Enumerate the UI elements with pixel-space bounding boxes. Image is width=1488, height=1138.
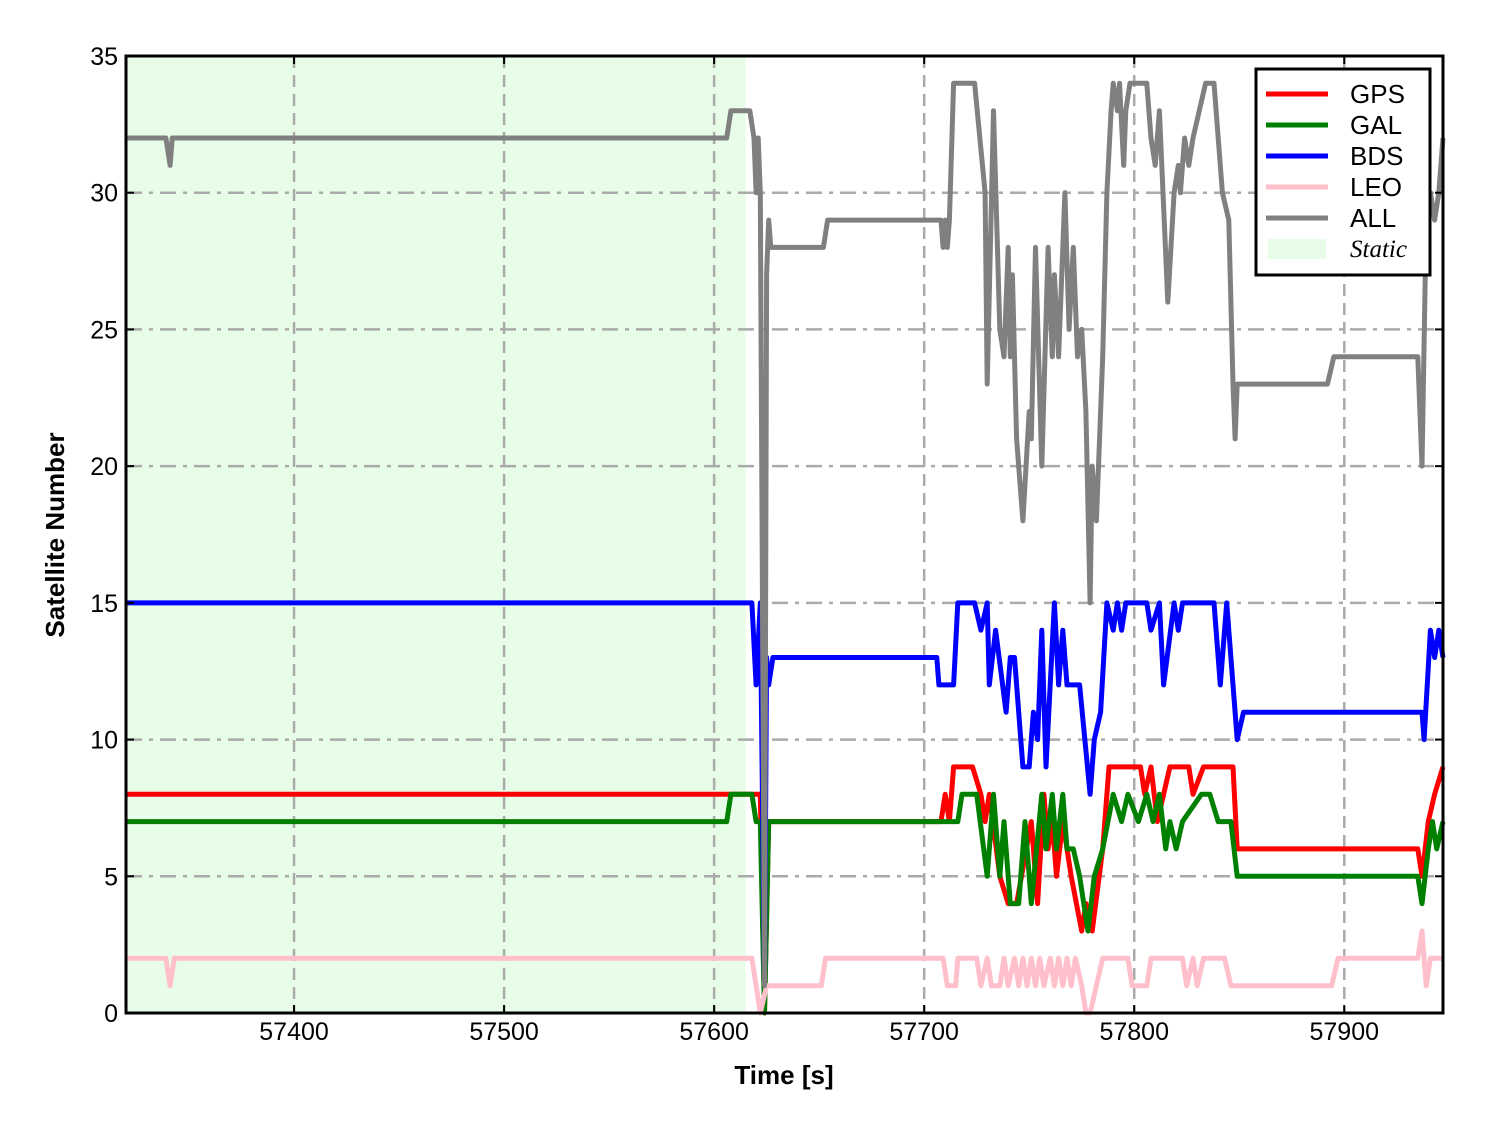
x-tick-label: 57700 [889,1018,959,1046]
legend-swatch-static [1268,239,1326,259]
series-line-leo [126,928,1443,1016]
legend-label-static: Static [1350,236,1407,263]
series-line-gal [126,791,1446,1016]
y-axis-label: Satellite Number [40,432,70,637]
y-tick-label: 30 [90,180,118,208]
legend-label-gps: GPS [1350,79,1405,109]
legend-label-bds: BDS [1350,141,1403,171]
series-line-all [126,80,1446,989]
x-axis-label: Time [s] [734,1060,833,1090]
legend-label-leo: LEO [1350,172,1402,202]
series-lines [126,80,1446,1016]
plot-frame [124,54,1445,1015]
y-tick-label: 10 [90,727,118,755]
y-tick-label: 35 [90,43,118,71]
x-tick-label: 57900 [1310,1018,1380,1046]
series-line-bds [126,600,1446,989]
static-region [126,56,746,1013]
y-tick-label: 5 [104,863,118,891]
legend-label-gal: GAL [1350,110,1402,140]
x-tick-label: 57800 [1099,1018,1169,1046]
axis-ticks: 0 5 10 15 20 25 30 35 57400 57500 57600 57700 57800 5… [90,43,1443,1046]
series-line-gps [126,764,1446,1016]
y-tick-label: 15 [90,590,118,618]
y-tick-label: 25 [90,316,118,344]
y-tick-label: 0 [104,1000,118,1028]
x-tick-label: 57500 [469,1018,539,1046]
legend-label-all: ALL [1350,203,1396,233]
x-tick-label: 57400 [259,1018,329,1046]
y-tick-label: 20 [90,453,118,481]
x-tick-label: 57600 [679,1018,749,1046]
